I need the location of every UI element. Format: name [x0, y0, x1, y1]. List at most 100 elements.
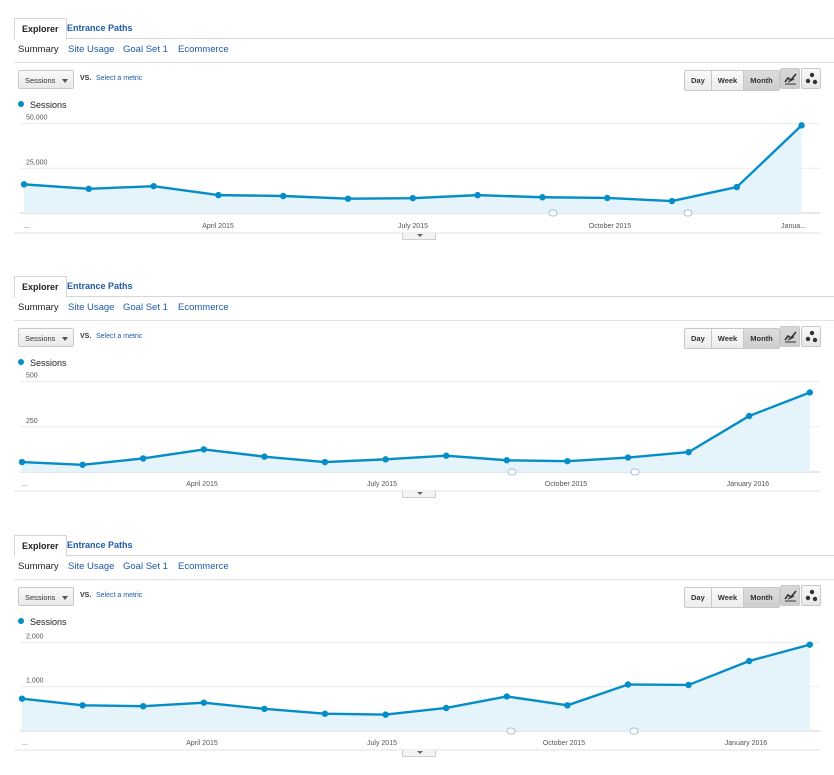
data-point	[443, 704, 450, 712]
tab-entrance-paths[interactable]: Entrance Paths	[67, 540, 133, 550]
sessions-chart: 25,000 50,000... April 2015 July 2015 Octobe…	[14, 115, 820, 234]
line-chart-view-button[interactable]	[780, 585, 800, 606]
sessions-chart: 250 500... April 2015 July 2015 October 2015…	[14, 373, 820, 492]
y-tick-label: 500	[26, 373, 38, 380]
line-chart-view-button[interactable]	[780, 326, 800, 347]
data-point	[140, 455, 147, 462]
chevron-down-icon	[62, 79, 68, 83]
x-tick-label: October 2015	[589, 223, 632, 230]
range-week-button[interactable]: Week	[711, 71, 745, 90]
y-tick-label: 1,000	[26, 678, 44, 685]
series-line	[21, 391, 811, 466]
x-tick-label: ...	[24, 223, 30, 230]
data-point	[624, 681, 632, 688]
subtab-site-usage[interactable]: Site Usage	[68, 44, 115, 55]
series-area	[24, 125, 802, 213]
x-tick-label: ...	[22, 740, 28, 747]
chart-legend: Sessions	[18, 617, 67, 627]
legend-dot	[18, 101, 24, 107]
tab-explorer[interactable]: Explorer	[14, 535, 67, 557]
chevron-down-icon	[417, 234, 423, 237]
data-point	[200, 446, 207, 453]
subtab-goal-set-1[interactable]: Goal Set 1	[123, 302, 168, 313]
legend-label: Sessions	[30, 358, 67, 368]
annotation-marker-icon	[548, 209, 558, 217]
motion-chart-icon	[805, 72, 818, 85]
chart-scroll-handle[interactable]	[402, 491, 436, 498]
line-chart-icon	[784, 331, 797, 343]
x-tick-label: October 2015	[543, 740, 586, 747]
legend-label: Sessions	[30, 617, 67, 627]
subtab-summary[interactable]: Summary	[18, 561, 59, 572]
x-tick-label: January 2016	[725, 740, 768, 747]
motion-chart-view-button[interactable]	[801, 585, 821, 606]
annotation-marker-icon	[630, 468, 640, 476]
tab-bar: Explorer Entrance Paths	[14, 276, 834, 298]
series-area	[22, 392, 810, 472]
sessions-chart: 1,000 2,000... April 2015 July 2015 October …	[14, 633, 820, 751]
range-month-button[interactable]: Month	[744, 71, 779, 90]
subtab-ecommerce[interactable]: Ecommerce	[178, 44, 229, 55]
y-tick-label: 50,000	[26, 115, 48, 122]
metric-dropdown[interactable]: Sessions	[18, 328, 74, 347]
chevron-down-icon	[62, 337, 68, 341]
line-chart-icon	[784, 73, 797, 85]
tab-bar: Explorer Entrance Paths	[14, 18, 834, 40]
data-point	[79, 461, 86, 468]
data-point	[409, 194, 416, 202]
legend-dot	[18, 359, 24, 365]
subtab-ecommerce[interactable]: Ecommerce	[178, 561, 229, 572]
data-point	[20, 181, 28, 188]
chart-scroll-handle[interactable]	[402, 233, 436, 240]
range-month-button[interactable]: Month	[744, 588, 779, 607]
tab-explorer[interactable]: Explorer	[14, 18, 67, 40]
subtab-goal-set-1[interactable]: Goal Set 1	[123, 561, 168, 572]
date-range-group: Day Week Month	[684, 70, 780, 91]
metric-dropdown-label: Sessions	[25, 593, 56, 602]
data-point	[746, 412, 753, 420]
range-day-button[interactable]: Day	[685, 588, 712, 607]
select-metric-link[interactable]: Select a metric	[96, 592, 143, 599]
data-point	[280, 192, 287, 200]
range-week-button[interactable]: Week	[711, 588, 745, 607]
data-point	[668, 197, 676, 205]
data-point	[79, 702, 86, 709]
data-point	[806, 641, 813, 648]
vs-label: VS.	[80, 75, 92, 82]
range-month-button[interactable]: Month	[744, 329, 779, 348]
subtab-summary[interactable]: Summary	[18, 44, 59, 55]
range-day-button[interactable]: Day	[685, 329, 712, 348]
range-day-button[interactable]: Day	[685, 71, 712, 90]
chart-scroll-handle[interactable]	[402, 750, 436, 757]
y-tick-label: 25,000	[26, 159, 48, 166]
subtab-summary[interactable]: Summary	[18, 302, 59, 313]
tab-entrance-paths[interactable]: Entrance Paths	[67, 281, 133, 291]
tab-entrance-paths[interactable]: Entrance Paths	[67, 23, 133, 33]
annotation-marker-icon	[683, 209, 693, 217]
data-point	[624, 454, 632, 461]
data-point	[382, 711, 389, 718]
data-point	[503, 457, 510, 464]
motion-chart-view-button[interactable]	[801, 326, 821, 347]
x-tick-label: January 2016	[727, 481, 770, 488]
subtab-ecommerce[interactable]: Ecommerce	[178, 302, 229, 313]
chart-legend: Sessions	[18, 358, 67, 368]
select-metric-link[interactable]: Select a metric	[96, 333, 143, 340]
line-chart-view-button[interactable]	[780, 68, 800, 89]
data-point	[215, 191, 222, 199]
metric-dropdown[interactable]: Sessions	[18, 587, 74, 606]
subtab-site-usage[interactable]: Site Usage	[68, 561, 115, 572]
metric-dropdown[interactable]: Sessions	[18, 70, 74, 89]
data-point	[261, 705, 268, 713]
tab-explorer[interactable]: Explorer	[14, 276, 67, 298]
x-tick-label: July 2015	[367, 740, 397, 747]
motion-chart-view-button[interactable]	[801, 68, 821, 89]
subtab-site-usage[interactable]: Site Usage	[68, 302, 115, 313]
line-chart-icon	[784, 590, 797, 602]
subtab-goal-set-1[interactable]: Goal Set 1	[123, 44, 168, 55]
vs-label: VS.	[80, 592, 92, 599]
data-point	[321, 458, 329, 466]
select-metric-link[interactable]: Select a metric	[96, 75, 143, 82]
range-week-button[interactable]: Week	[711, 329, 745, 348]
legend-label: Sessions	[30, 100, 67, 110]
